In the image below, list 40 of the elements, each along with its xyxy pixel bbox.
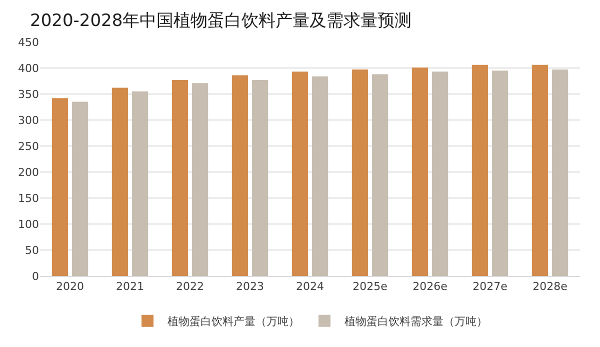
bar (312, 76, 328, 276)
legend-label: 植物蛋白饮料产量（万吨） (168, 315, 300, 328)
y-tick-label: 450 (18, 36, 39, 49)
legend-label: 植物蛋白饮料需求量（万吨） (344, 315, 488, 328)
bar (132, 91, 148, 276)
y-tick-label: 350 (18, 88, 39, 101)
bar (192, 83, 208, 276)
x-tick-label: 2025e (352, 280, 388, 294)
y-tick-label: 100 (18, 218, 39, 231)
x-tick-label: 2023 (236, 280, 264, 294)
y-tick-label: 50 (25, 244, 39, 257)
bar (172, 80, 188, 276)
chart-title: 2020-2028年中国植物蛋白饮料产量及需求量预测 (30, 10, 412, 31)
bar (372, 74, 388, 276)
bar (352, 70, 368, 276)
bar (532, 64, 548, 276)
y-tick-label: 200 (18, 166, 39, 179)
x-tick-label: 2021 (116, 280, 144, 294)
bar (112, 88, 128, 276)
bar (72, 102, 88, 276)
x-tick-label: 2026e (412, 280, 448, 294)
x-tick-label: 2020 (56, 280, 84, 294)
x-tick-label: 2027e (472, 280, 508, 294)
y-tick-label: 250 (18, 140, 39, 153)
bar (492, 70, 508, 276)
bar (252, 80, 268, 276)
y-tick-label: 400 (18, 62, 39, 75)
bar (412, 67, 428, 276)
y-tick-label: 150 (18, 192, 39, 205)
x-tick-label: 2028e (532, 280, 568, 294)
bar (232, 75, 248, 276)
bar (52, 98, 68, 276)
bar (292, 72, 308, 276)
x-tick-label: 2022 (176, 280, 204, 294)
y-tick-label: 300 (18, 114, 39, 127)
x-tick-label: 2024 (296, 280, 324, 294)
bar (552, 70, 568, 276)
y-tick-label: 0 (32, 270, 39, 283)
bar (432, 72, 448, 276)
bar (472, 64, 488, 276)
